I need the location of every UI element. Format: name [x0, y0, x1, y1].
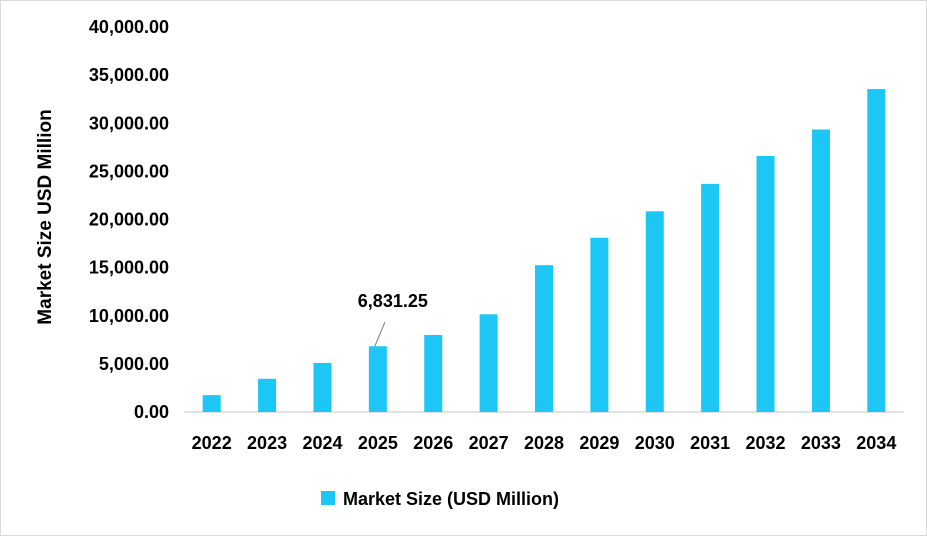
- y-tick-label: 0.00: [134, 402, 169, 422]
- x-tick-label: 2026: [413, 433, 453, 453]
- x-tick-label: 2022: [192, 433, 232, 453]
- y-tick-label: 25,000.00: [89, 161, 169, 181]
- legend: Market Size (USD Million): [321, 489, 559, 509]
- x-tick-label: 2028: [524, 433, 564, 453]
- bar-2023: [258, 378, 277, 412]
- x-tick-label: 2033: [801, 433, 841, 453]
- x-tick-label: 2024: [302, 433, 342, 453]
- bar-2030: [645, 211, 664, 412]
- bar-2026: [424, 335, 443, 412]
- x-axis-ticks: 2022 2023 2024 2025 2026 2027 2028 2029 2030 2031…: [192, 433, 897, 453]
- y-axis-title: Market Size USD Million: [35, 109, 56, 324]
- bar-2027: [479, 314, 498, 412]
- x-tick-label: 2029: [579, 433, 619, 453]
- y-axis-ticks: 0.00 5,000.00 10,000.00 15,000.00 20,000.00 2…: [89, 17, 169, 422]
- bar-2031: [701, 183, 720, 412]
- bar-2033: [811, 129, 830, 412]
- legend-swatch: [321, 491, 335, 505]
- x-tick-label: 2032: [746, 433, 786, 453]
- bar-2029: [590, 237, 609, 412]
- data-label: 6,831.25: [358, 291, 428, 311]
- bar-2022: [202, 395, 221, 412]
- x-tick-label: 2027: [469, 433, 509, 453]
- y-tick-label: 40,000.00: [89, 17, 169, 37]
- x-tick-label: 2031: [690, 433, 730, 453]
- bars-group: [202, 89, 886, 413]
- bar-2025: [368, 346, 387, 412]
- y-tick-label: 15,000.00: [89, 258, 169, 278]
- bar-2028: [535, 265, 553, 412]
- y-tick-label: 10,000.00: [89, 306, 169, 326]
- x-tick-label: 2030: [635, 433, 675, 453]
- legend-label: Market Size (USD Million): [343, 489, 559, 509]
- bar-2032: [756, 155, 775, 412]
- y-tick-label: 5,000.00: [99, 354, 169, 374]
- bar-2034: [867, 89, 886, 413]
- x-tick-label: 2025: [358, 433, 398, 453]
- y-tick-label: 20,000.00: [89, 210, 169, 230]
- data-labels: 6,831.25: [358, 291, 428, 347]
- x-tick-label: 2023: [247, 433, 287, 453]
- y-tick-label: 35,000.00: [89, 65, 169, 85]
- x-tick-label: 2034: [856, 433, 896, 453]
- y-tick-label: 30,000.00: [89, 113, 169, 133]
- bar-2024: [313, 362, 332, 412]
- data-label-leader-line: [374, 322, 386, 347]
